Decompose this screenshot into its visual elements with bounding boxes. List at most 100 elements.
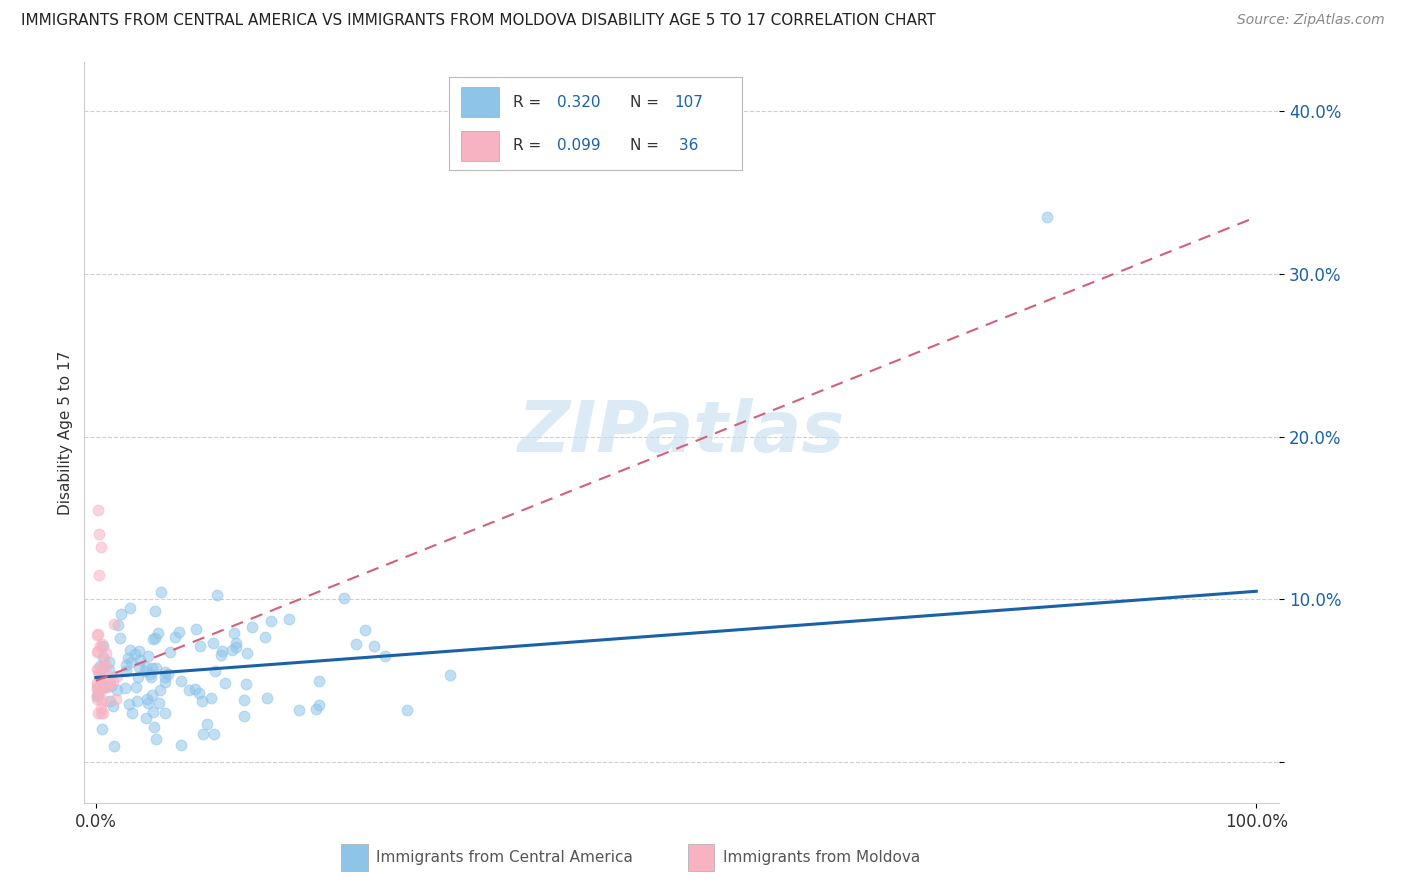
- Point: [211, 644, 233, 658]
- Point: [100, 677, 122, 691]
- Point: [170, 738, 193, 752]
- Point: [128, 660, 150, 674]
- Point: [91, 722, 114, 736]
- Point: [256, 691, 278, 706]
- Point: [142, 632, 165, 646]
- Point: [117, 650, 139, 665]
- Point: [190, 693, 212, 707]
- Point: [89, 685, 111, 699]
- Point: [142, 705, 165, 719]
- Point: [187, 686, 209, 700]
- Point: [93, 677, 115, 691]
- Point: [104, 692, 127, 706]
- Point: [90, 637, 112, 651]
- Point: [127, 670, 149, 684]
- Point: [121, 706, 143, 720]
- Point: [93, 653, 115, 667]
- Point: [149, 584, 172, 599]
- Point: [94, 680, 117, 694]
- Point: [204, 665, 226, 679]
- Point: [235, 676, 257, 690]
- Point: [135, 692, 157, 706]
- Point: [179, 682, 201, 697]
- Point: [90, 677, 112, 691]
- Y-axis label: Disability Age 5 to 17: Disability Age 5 to 17: [58, 351, 73, 515]
- Point: [86, 692, 108, 706]
- Point: [86, 661, 108, 675]
- Point: [89, 568, 111, 582]
- Point: [125, 681, 148, 695]
- Point: [96, 681, 118, 695]
- Point: [107, 617, 129, 632]
- Point: [159, 645, 181, 659]
- Point: [1036, 210, 1059, 224]
- Point: [205, 588, 228, 602]
- Point: [153, 670, 176, 684]
- Point: [396, 703, 419, 717]
- Point: [89, 659, 111, 673]
- Point: [91, 660, 114, 674]
- Point: [184, 623, 207, 637]
- Point: [94, 647, 117, 661]
- Point: [86, 675, 108, 690]
- Point: [188, 639, 211, 653]
- Point: [153, 706, 176, 720]
- Point: [86, 679, 108, 693]
- Point: [98, 663, 121, 677]
- Point: [170, 674, 193, 689]
- Point: [374, 648, 396, 663]
- Text: Source: ZipAtlas.com: Source: ZipAtlas.com: [1237, 13, 1385, 28]
- Point: [97, 669, 120, 683]
- Point: [221, 643, 243, 657]
- Point: [225, 640, 247, 654]
- Point: [202, 635, 225, 649]
- Text: ZIPatlas: ZIPatlas: [519, 398, 845, 467]
- Point: [94, 658, 117, 673]
- Point: [110, 607, 132, 622]
- Point: [93, 706, 115, 721]
- Point: [93, 694, 115, 708]
- Point: [439, 668, 461, 682]
- Point: [98, 694, 121, 708]
- Point: [240, 620, 263, 634]
- Point: [153, 675, 176, 690]
- Point: [86, 645, 108, 659]
- Point: [136, 696, 159, 710]
- Point: [87, 681, 110, 695]
- Point: [114, 681, 136, 695]
- Point: [146, 626, 169, 640]
- Point: [149, 682, 172, 697]
- Point: [143, 604, 166, 618]
- Point: [308, 698, 330, 712]
- Point: [87, 667, 110, 681]
- Point: [87, 687, 110, 701]
- Point: [105, 682, 128, 697]
- Point: [142, 720, 165, 734]
- Point: [105, 669, 128, 683]
- Point: [87, 706, 110, 721]
- Point: [141, 661, 163, 675]
- Point: [253, 630, 276, 644]
- Point: [101, 698, 124, 713]
- Point: [232, 693, 254, 707]
- Point: [90, 541, 112, 555]
- Point: [354, 624, 377, 638]
- Point: [139, 670, 162, 684]
- Point: [91, 650, 114, 665]
- FancyBboxPatch shape: [342, 844, 367, 871]
- Point: [89, 527, 111, 541]
- Point: [184, 681, 207, 696]
- Point: [89, 640, 111, 654]
- Point: [232, 708, 254, 723]
- Point: [287, 703, 309, 717]
- Point: [138, 667, 160, 681]
- Point: [141, 689, 163, 703]
- Text: IMMIGRANTS FROM CENTRAL AMERICA VS IMMIGRANTS FROM MOLDOVA DISABILITY AGE 5 TO 1: IMMIGRANTS FROM CENTRAL AMERICA VS IMMIG…: [21, 13, 936, 29]
- Point: [195, 717, 218, 731]
- Text: Immigrants from Central America: Immigrants from Central America: [375, 850, 633, 865]
- Point: [110, 631, 132, 645]
- Point: [91, 681, 114, 695]
- Point: [103, 674, 125, 689]
- Point: [333, 591, 356, 605]
- Point: [86, 689, 108, 703]
